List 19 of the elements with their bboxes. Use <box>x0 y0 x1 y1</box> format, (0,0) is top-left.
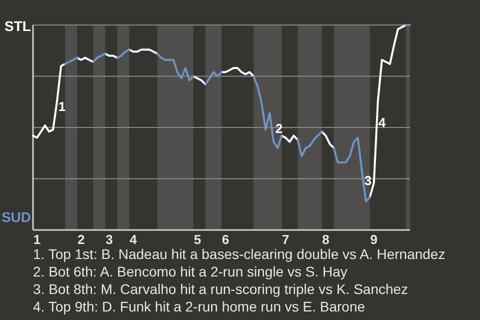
x-tick-label: 7 <box>282 232 290 247</box>
text: STL <box>4 18 32 34</box>
x-tick-label: 2 <box>78 232 85 247</box>
text: 2. Bot 6th: A. Bencomo hit a 2-run single vs S. Hay <box>33 264 348 280</box>
text: SUD <box>1 209 31 225</box>
x-tick-label: 3 <box>106 232 113 247</box>
x-tick-label: 9 <box>370 232 378 247</box>
x-tick-label: 1 <box>33 232 41 247</box>
x-tick-label: 6 <box>222 232 230 247</box>
text: 4. Top 9th: D. Funk hit a 2-run home run vs E. Barone <box>33 298 366 314</box>
annotation: 1 <box>58 99 66 114</box>
annotation: 4 <box>378 115 386 130</box>
x-tick-label: 4 <box>130 232 138 247</box>
text: 3. Bot 8th: M. Carvalho hit a run-scoring triple vs K. Sanchez <box>33 281 408 297</box>
annotation: 2 <box>275 121 283 136</box>
x-tick-label: 8 <box>322 232 330 247</box>
text: 1. Top 1st: B. Nadeau hit a bases-clearing double vs A. Hernandez <box>33 246 446 262</box>
x-tick-label: 5 <box>194 232 202 247</box>
annotation: 3 <box>364 173 372 188</box>
